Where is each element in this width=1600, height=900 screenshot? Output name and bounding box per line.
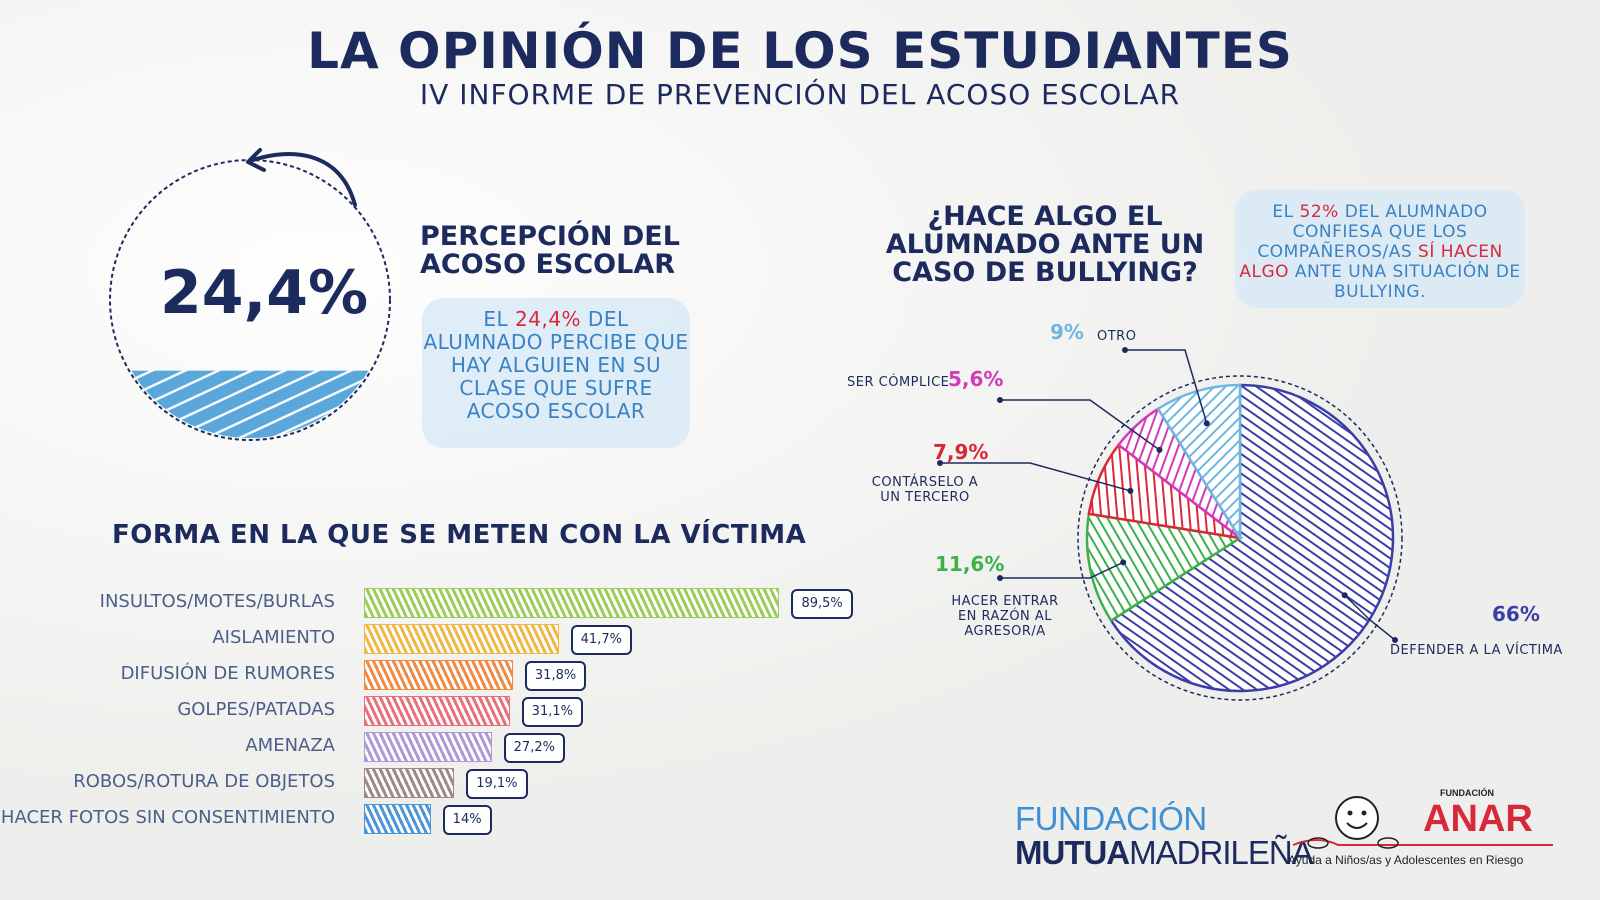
perception-heading-line2: ACOSO ESCOLAR: [420, 249, 676, 280]
pie-note-end: ANTE UNA SITUACIÓN DE BULLYING.: [1289, 262, 1521, 302]
bar-6: [364, 804, 431, 834]
bar-label-3: GOLPES/PATADAS: [177, 699, 335, 720]
pie-slice-2: [1087, 443, 1241, 540]
perception-heading-line1: PERCEPCIÓN DEL: [420, 221, 680, 252]
perception-circle-graphic: [109, 148, 391, 441]
perception-note-rest: DEL ALUMNADO PERCIBE QUE HAY ALGUIEN EN …: [423, 307, 689, 423]
pie-note-middle: DEL ALUMNADO CONFIESA QUE LOS COMPAÑEROS…: [1257, 202, 1488, 262]
pie-leader-dot-1-1: [1120, 559, 1127, 566]
perception-note-highlight: 24,4%: [515, 307, 582, 331]
bar-value-5: 19,1%: [466, 769, 528, 799]
pie-note-text: EL: [1272, 202, 1300, 222]
perception-heading: PERCEPCIÓN DEL ACOSO ESCOLAR: [420, 223, 700, 279]
bar-2: [364, 660, 513, 690]
bar-3: [364, 696, 510, 726]
pie-label-razon-line2: EN RAZÓN AL: [957, 609, 1053, 624]
pie-value-complice: 5,6%: [948, 367, 1004, 391]
page-subtitle: IV INFORME DE PREVENCIÓN DEL ACOSO ESCOL…: [419, 78, 1181, 111]
bar-value-1: 41,7%: [570, 625, 632, 655]
pie-value-otro: 9%: [1050, 320, 1084, 344]
bar-label-5: ROBOS/ROTURA DE OBJETOS: [73, 771, 335, 792]
bar-label-6: HACER FOTOS SIN CONSENTIMIENTO: [0, 807, 335, 828]
pie-slice-0: [1109, 383, 1395, 693]
smiley-face-icon: [1335, 796, 1379, 840]
pie-leader-dot-4-0: [1122, 347, 1128, 353]
bar-value-6: 14%: [442, 805, 492, 835]
pie-title-line2: ALUMNADO ANTE UN: [885, 229, 1205, 260]
pie-label-complice: SER CÓMPLICE: [847, 375, 950, 390]
anar-tagline: Ayuda a Niños/as y Adolescentes en Riesg…: [1288, 853, 1524, 867]
mutua-logo-line1: FUNDACIÓN: [1015, 800, 1207, 837]
pie-leader-0: [1344, 594, 1396, 641]
pie-outline: [1077, 375, 1403, 701]
pie-title-line1: ¿HACE ALGO EL: [927, 201, 1163, 232]
bar-value-4: 27,2%: [503, 733, 565, 763]
bar-label-1: AISLAMIENTO: [212, 627, 335, 648]
mutua-logo-line2: MUTUAMADRILEÑA: [1015, 834, 1314, 872]
pie-leader-dot-2-1: [1127, 487, 1134, 494]
pie-leader-3: [1000, 399, 1160, 451]
bar-value-3: 31,1%: [521, 697, 583, 727]
bar-0: [364, 588, 780, 618]
mutua-logo-bold: MUTUA: [1015, 834, 1130, 871]
perception-fill: [112, 370, 388, 438]
bar-label-0: INSULTOS/MOTES/BURLAS: [99, 591, 335, 612]
bar-4: [364, 732, 492, 762]
pie-label-otro: OTRO: [1097, 329, 1137, 344]
bar-1: [364, 624, 559, 654]
bar-value-0: 89,5%: [791, 589, 853, 619]
anar-fundacion-label: FUNDACIÓN: [1440, 788, 1494, 798]
bar-chart-title: FORMA EN LA QUE SE METEN CON LA VÍCTIMA: [112, 520, 807, 550]
bar-label-4: AMENAZA: [245, 735, 335, 756]
pie-leader-dot-0-1: [1341, 592, 1348, 599]
pie-label-defender: DEFENDER A LA VÍCTIMA: [1390, 643, 1563, 658]
pie-value-defender: 66%: [1492, 602, 1540, 626]
bar-label-2: DIFUSIÓN DE RUMORES: [120, 663, 335, 684]
anar-underline-graphic: [1292, 837, 1553, 849]
anar-logo: ANAR: [1423, 798, 1533, 840]
bar-5: [364, 768, 455, 798]
pie-value-razon: 11,6%: [935, 552, 1005, 576]
pie-leader-dot-4-1: [1203, 420, 1210, 427]
bar-chart: INSULTOS/MOTES/BURLAS 89,5% AISLAMIENTO 41,…: [0, 588, 900, 838]
bar-value-2: 31,8%: [524, 661, 587, 691]
page-title: LA OPINIÓN DE LOS ESTUDIANTES: [307, 22, 1293, 80]
perception-note: EL 24,4% DEL ALUMNADO PERCIBE QUE HAY AL…: [422, 298, 690, 448]
pie-note-highlight1: 52%: [1299, 202, 1339, 222]
pie-slice-3: [1116, 407, 1242, 539]
mutua-logo-rest: MADRILEÑA: [1129, 834, 1314, 871]
pie-label-tercero-line2: UN TERCERO: [880, 490, 970, 505]
pie-leader-dot-3-0: [997, 397, 1003, 403]
pie-slice-1: [1085, 512, 1244, 623]
pie-chart-title: ¿HACE ALGO EL ALUMNADO ANTE UN CASO DE B…: [870, 203, 1220, 287]
arrow-icon: [251, 152, 357, 207]
pie-leader-4: [1125, 349, 1208, 424]
pie-label-razon-line3: AGRESOR/A: [964, 624, 1046, 639]
pie-slice-4: [1156, 383, 1242, 543]
pie-label-razon-line1: HACER ENTRAR: [951, 594, 1059, 609]
perception-note-text: EL: [483, 307, 516, 331]
pie-label-tercero-line1: CONTÁRSELO A: [871, 475, 979, 490]
pie-note: EL 52% DEL ALUMNADO CONFIESA QUE LOS COM…: [1235, 190, 1525, 308]
pie-value-tercero: 7,9%: [933, 440, 989, 464]
pie-leader-1: [1000, 561, 1124, 579]
pie-note-highlight2: SÍ HACEN ALGO: [1239, 242, 1503, 282]
pie-label-razon: HACER ENTRAR EN RAZÓN AL AGRESOR/A: [945, 594, 1065, 639]
pie-leader-dot-3-1: [1156, 446, 1163, 453]
pie-label-tercero: CONTÁRSELO A UN TERCERO: [870, 475, 980, 505]
pie-title-line3: CASO DE BULLYING?: [892, 257, 1198, 288]
perception-value: 24,4%: [160, 258, 369, 328]
